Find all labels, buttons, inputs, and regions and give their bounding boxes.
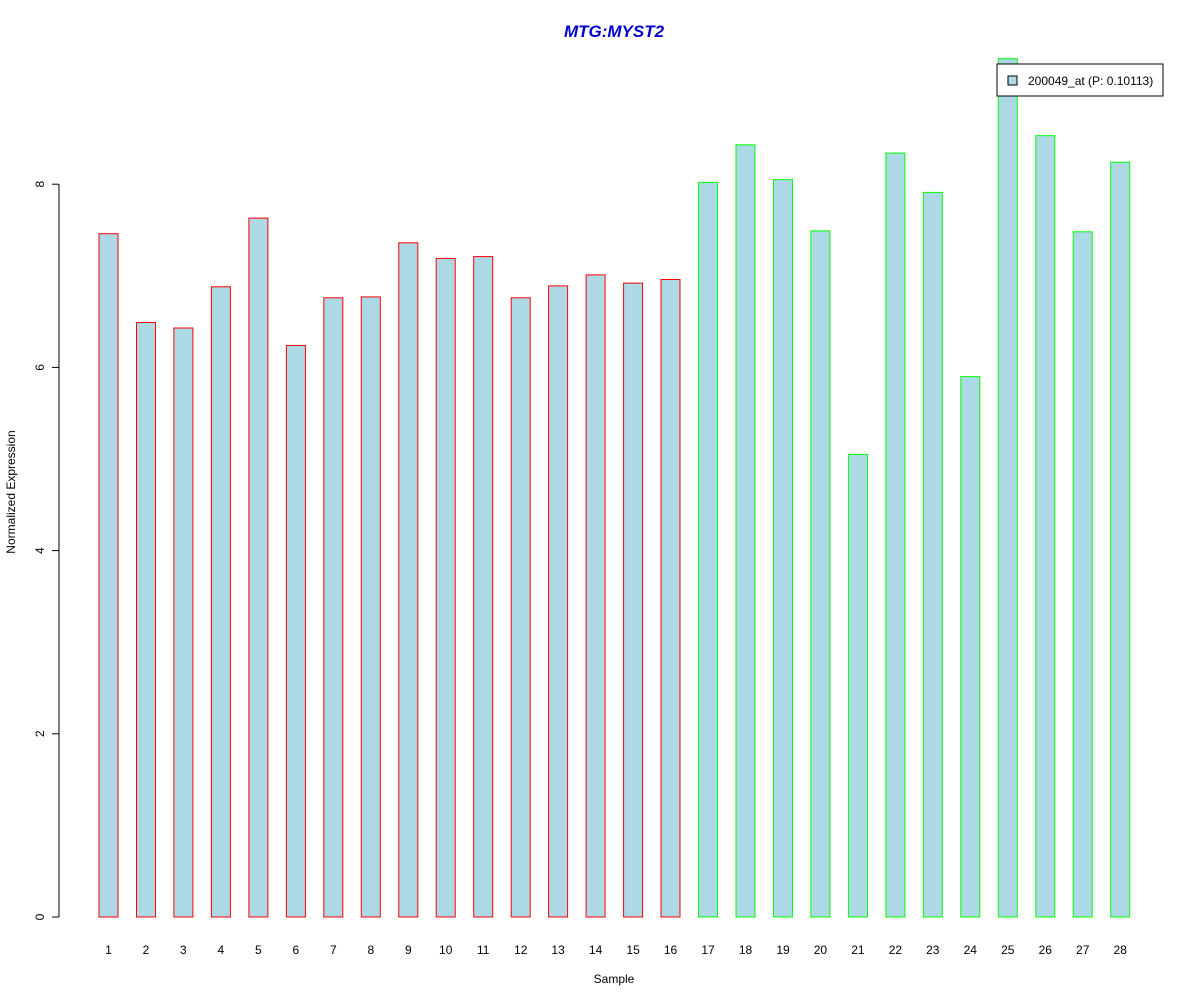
x-tick-label: 5	[255, 943, 262, 957]
bar-sample-14	[585, 274, 606, 918]
x-tick-label: 11	[477, 943, 490, 957]
x-tick-labels: 1 2 3 4 5 6 7 8 9 10 11 12 13 14 15 16 17 18 19 20 21 22 23 24 2…	[105, 943, 1127, 957]
x-tick-label: 21	[851, 943, 865, 957]
bar-sample-24	[960, 376, 981, 918]
x-tick-label: 26	[1039, 943, 1053, 957]
legend: 200049_at (P: 0.10113)	[996, 63, 1164, 97]
x-tick-label: 20	[814, 943, 828, 957]
x-tick-label: 17	[701, 943, 715, 957]
x-tick-label: 3	[180, 943, 187, 957]
bar-sample-7	[323, 297, 344, 918]
x-tick-label: 4	[218, 943, 225, 957]
bar-sample-15	[623, 282, 644, 918]
bar-sample-20	[810, 230, 831, 918]
bar-sample-11	[473, 256, 494, 918]
bar-sample-18	[735, 144, 756, 918]
y-axis: 0 2 4 6 8	[33, 181, 60, 920]
x-tick-label: 22	[889, 943, 903, 957]
x-tick-label: 27	[1076, 943, 1090, 957]
bar-sample-25	[997, 58, 1018, 918]
bar-sample-10	[435, 257, 456, 918]
x-tick-label: 6	[293, 943, 300, 957]
y-tick-label: 0	[33, 913, 47, 920]
bar-sample-2	[136, 322, 156, 918]
bar-sample-3	[173, 327, 194, 918]
x-axis-title: Sample	[594, 972, 635, 986]
x-tick-label: 2	[143, 943, 150, 957]
bar-sample-23	[922, 191, 943, 918]
y-tick-label: 8	[33, 181, 47, 188]
x-tick-label: 14	[589, 943, 603, 957]
x-tick-label: 12	[514, 943, 528, 957]
x-tick-label: 18	[739, 943, 753, 957]
bar-sample-16	[660, 279, 681, 918]
x-tick-label: 9	[405, 943, 412, 957]
y-axis-title: Normalized Expression	[4, 430, 18, 553]
x-tick-label: 19	[776, 943, 790, 957]
x-tick-label: 28	[1114, 943, 1128, 957]
y-tick-label: 4	[33, 547, 47, 554]
x-tick-label: 25	[1001, 943, 1015, 957]
bar-sample-17	[698, 181, 718, 918]
x-tick-label: 24	[964, 943, 978, 957]
bar-sample-4	[210, 286, 231, 918]
x-tick-label: 7	[330, 943, 337, 957]
bar-sample-19	[773, 179, 793, 918]
bar-sample-6	[285, 344, 306, 918]
legend-box	[996, 63, 1164, 97]
bars-layer	[98, 58, 1131, 918]
bar-sample-26	[1035, 135, 1056, 918]
bar-sample-12	[510, 297, 531, 918]
x-tick-label: 8	[367, 943, 374, 957]
bar-sample-22	[885, 152, 906, 918]
x-tick-label: 13	[551, 943, 565, 957]
legend-label: 200049_at (P: 0.10113)	[1028, 74, 1153, 88]
chart-title: MTG:MYST2	[564, 22, 665, 41]
bar-sample-27	[1072, 231, 1093, 918]
x-tick-label: 23	[926, 943, 940, 957]
x-tick-label: 16	[664, 943, 678, 957]
bar-sample-9	[398, 242, 419, 918]
y-tick-label: 2	[33, 730, 47, 737]
x-tick-label: 10	[439, 943, 453, 957]
bar-sample-8	[360, 296, 381, 918]
x-tick-label: 1	[105, 943, 112, 957]
legend-swatch	[1007, 75, 1018, 86]
bar-sample-21	[847, 453, 868, 918]
x-tick-label: 15	[626, 943, 640, 957]
y-tick-label: 6	[33, 364, 47, 371]
bar-sample-1	[98, 233, 119, 918]
bar-sample-13	[548, 285, 569, 918]
bar-sample-28	[1110, 161, 1131, 918]
bar-sample-5	[248, 217, 269, 918]
